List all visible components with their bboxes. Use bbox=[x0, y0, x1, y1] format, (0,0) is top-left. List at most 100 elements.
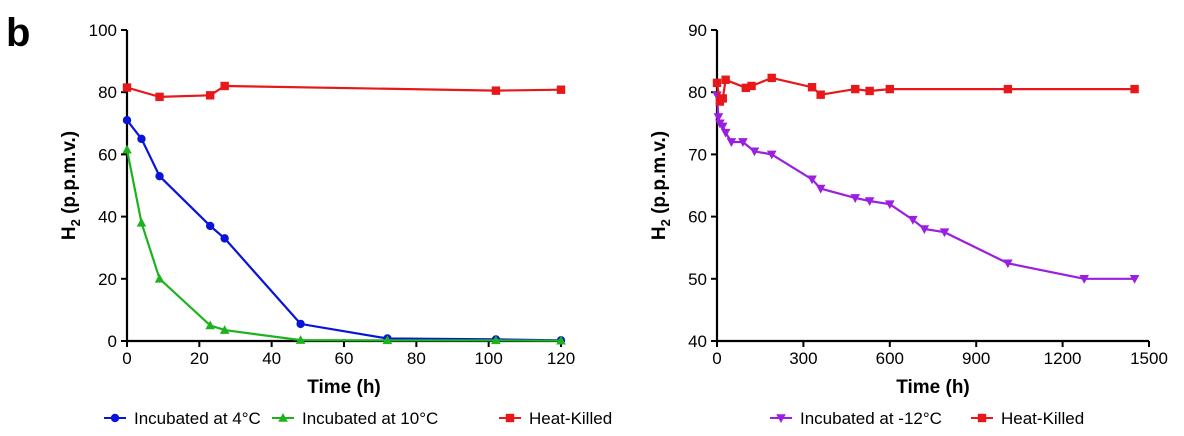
data-point bbox=[908, 215, 918, 225]
data-point bbox=[885, 84, 894, 94]
data-point bbox=[205, 91, 215, 100]
y-tick-label: 60 bbox=[98, 145, 117, 164]
legend-marker bbox=[505, 413, 515, 423]
y-tick-label: 50 bbox=[688, 270, 707, 289]
x-tick-label: 900 bbox=[962, 349, 990, 368]
series-line bbox=[715, 95, 1135, 280]
data-point bbox=[713, 113, 724, 123]
data-point bbox=[864, 197, 875, 207]
x-tick-label: 100 bbox=[474, 349, 502, 368]
legend-label: Incubated at 10°C bbox=[302, 409, 438, 428]
y-tick-label: 80 bbox=[688, 83, 707, 102]
data-point bbox=[815, 184, 826, 194]
x-tick-label: 300 bbox=[789, 349, 817, 368]
y-tick-label: 20 bbox=[98, 270, 117, 289]
legend-entry: Incubated at 4°C bbox=[104, 409, 261, 428]
data-point bbox=[807, 175, 817, 185]
x-tick-label: 80 bbox=[407, 349, 426, 368]
series-line bbox=[126, 84, 562, 99]
x-tick-label: 0 bbox=[712, 349, 721, 368]
y-tick-label: 90 bbox=[688, 21, 707, 40]
data-point bbox=[296, 319, 305, 329]
legend-entry: Heat-Killed bbox=[499, 409, 612, 428]
data-point bbox=[865, 86, 874, 96]
data-point bbox=[851, 84, 860, 94]
legend-marker bbox=[110, 413, 120, 423]
x-tick-label: 20 bbox=[190, 349, 209, 368]
data-point bbox=[738, 138, 748, 147]
x-tick-label: 40 bbox=[262, 349, 281, 368]
x-axis-title: Time (h) bbox=[896, 377, 970, 398]
data-point bbox=[491, 335, 501, 345]
legend-entry: Incubated at -12°C bbox=[770, 409, 942, 428]
data-point bbox=[939, 228, 950, 238]
series-2 bbox=[122, 81, 566, 102]
y-tick-label: 100 bbox=[89, 21, 117, 40]
x-tick-label: 120 bbox=[547, 349, 575, 368]
data-point bbox=[718, 94, 727, 103]
data-point bbox=[220, 81, 229, 91]
data-point bbox=[741, 83, 750, 93]
x-tick-label: 1200 bbox=[1044, 349, 1082, 368]
data-point bbox=[919, 225, 930, 235]
data-point bbox=[556, 335, 566, 345]
data-point bbox=[154, 273, 165, 283]
series-line bbox=[715, 76, 1135, 104]
data-point bbox=[749, 147, 760, 157]
data-point bbox=[1129, 275, 1140, 284]
data-point bbox=[219, 325, 230, 334]
data-point bbox=[382, 335, 393, 345]
data-point bbox=[295, 335, 306, 344]
data-point bbox=[720, 128, 731, 138]
data-point bbox=[766, 150, 777, 160]
data-point bbox=[136, 217, 147, 227]
data-point bbox=[205, 320, 215, 330]
x-axis-title: Time (h) bbox=[307, 377, 381, 398]
data-point bbox=[726, 138, 737, 147]
data-point bbox=[155, 171, 164, 181]
legend-entry: Heat-Killed bbox=[971, 409, 1084, 428]
y-tick-label: 40 bbox=[688, 332, 707, 351]
data-point bbox=[850, 194, 861, 203]
legend-marker bbox=[977, 413, 987, 423]
y-tick-label: 70 bbox=[688, 145, 707, 164]
data-point bbox=[491, 86, 501, 95]
legend-label: Incubated at 4°C bbox=[134, 409, 261, 428]
data-point bbox=[1003, 84, 1013, 94]
data-point bbox=[556, 85, 566, 94]
data-point bbox=[721, 75, 730, 84]
data-point bbox=[712, 78, 722, 88]
series-0 bbox=[712, 91, 1140, 284]
y-tick-label: 0 bbox=[108, 332, 117, 351]
data-point bbox=[717, 122, 728, 132]
data-point bbox=[1003, 259, 1013, 269]
data-point bbox=[885, 200, 895, 210]
series-1 bbox=[122, 144, 566, 345]
series-line bbox=[125, 149, 562, 342]
data-point bbox=[155, 92, 164, 102]
legend-label: Incubated at -12°C bbox=[800, 409, 942, 428]
legend-label: Heat-Killed bbox=[529, 409, 612, 428]
data-point bbox=[122, 83, 132, 92]
legend-entry: Incubated at 10°C bbox=[272, 409, 438, 428]
x-tick-label: 60 bbox=[335, 349, 354, 368]
legend-label: Heat-Killed bbox=[1001, 409, 1084, 428]
data-point bbox=[1079, 275, 1089, 284]
x-tick-label: 600 bbox=[876, 349, 904, 368]
y-axis-title: H2 (p.p.m.v.) bbox=[649, 131, 673, 240]
data-point bbox=[220, 234, 229, 243]
y-tick-label: 80 bbox=[98, 83, 117, 102]
data-point bbox=[816, 90, 825, 99]
data-point bbox=[122, 115, 132, 125]
data-point bbox=[1130, 84, 1139, 94]
x-tick-label: 0 bbox=[122, 349, 131, 368]
x-tick-label: 1500 bbox=[1130, 349, 1168, 368]
data-point bbox=[807, 83, 817, 92]
y-axis-title: H2 (p.p.m.v.) bbox=[59, 131, 83, 240]
panel-label: b bbox=[6, 11, 30, 55]
data-point bbox=[767, 73, 776, 83]
series-0 bbox=[122, 115, 566, 345]
data-point bbox=[747, 81, 756, 91]
